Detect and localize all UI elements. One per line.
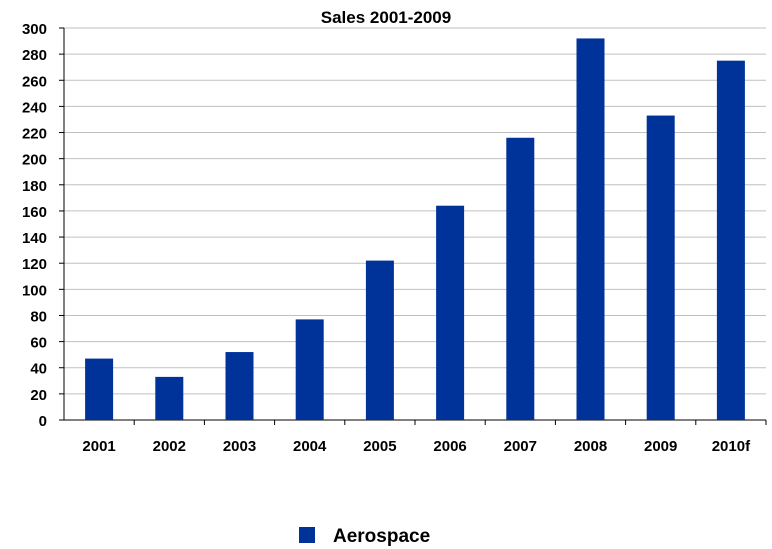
x-tick-label: 2002 [153, 438, 186, 455]
y-tick-label: 280 [22, 47, 47, 64]
y-tick-label: 120 [22, 256, 47, 273]
bar-2001 [85, 358, 114, 420]
x-tick-label: 2007 [504, 438, 537, 455]
bar-2005 [365, 260, 394, 420]
y-tick-label: 160 [22, 204, 47, 221]
bar-2003 [225, 352, 254, 420]
y-tick-label: 80 [30, 308, 47, 325]
legend: Aerospace [299, 526, 430, 547]
y-tick-label: 140 [22, 230, 47, 247]
x-tick-label: 2010f [712, 438, 751, 455]
y-tick-label: 300 [22, 21, 47, 38]
y-tick-label: 180 [22, 178, 47, 195]
y-tick-label: 260 [22, 73, 47, 90]
y-tick-label: 20 [30, 387, 47, 404]
y-tick-label: 220 [22, 126, 47, 143]
y-tick-labels: 0 20 40 60 80 100 120 140 160 180 200 220 240 260 280 3… [22, 21, 47, 430]
bar-2010f [716, 60, 745, 421]
bar-2002 [155, 376, 184, 420]
bars [85, 38, 745, 421]
y-tick-label: 60 [30, 335, 47, 352]
y-tick-label: 200 [22, 152, 47, 169]
bar-2007 [506, 137, 535, 420]
x-tick-label: 2005 [363, 438, 396, 455]
y-tick-label: 100 [22, 282, 47, 299]
bar-2004 [295, 319, 324, 420]
bar-2009 [646, 115, 675, 421]
x-tick-labels: 2001 2002 2003 2004 2005 2006 2007 2008 2009 2010… [82, 438, 751, 455]
bar-2008 [576, 38, 605, 420]
x-tick-label: 2008 [574, 438, 607, 455]
gridlines [64, 27, 766, 395]
x-tick-label: 2003 [223, 438, 256, 455]
x-tick-label: 2004 [293, 438, 327, 455]
x-tick-label: 2009 [644, 438, 677, 455]
legend-label-aerospace: Aerospace [333, 526, 430, 547]
bar-2006 [436, 205, 465, 420]
y-tick-label: 0 [39, 413, 47, 430]
x-tick-label: 2006 [433, 438, 466, 455]
y-tick-label: 240 [22, 99, 47, 116]
legend-swatch-aerospace [299, 527, 315, 543]
y-tick-label: 40 [30, 361, 47, 378]
x-tick-label: 2001 [82, 438, 115, 455]
chart-title: Sales 2001-2009 [321, 8, 451, 27]
